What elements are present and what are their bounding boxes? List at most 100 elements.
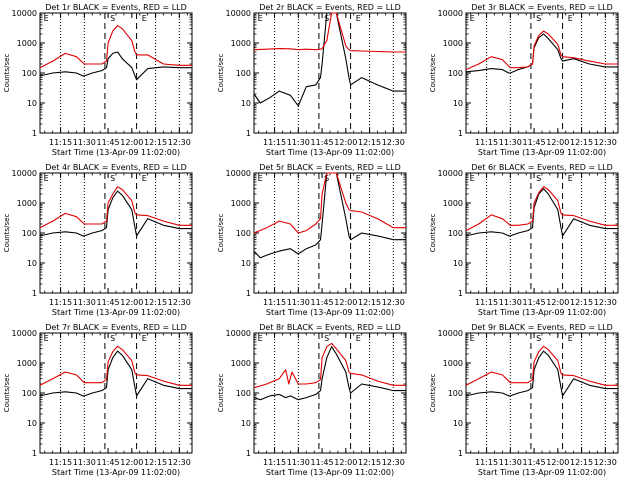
plot-frame xyxy=(39,332,193,454)
series-lld-line xyxy=(39,345,192,386)
x-axis-label: Start Time (13-Apr-09 11:02:00) xyxy=(266,148,394,157)
plot-frame xyxy=(253,172,407,294)
saa-marker-label: E xyxy=(356,14,361,23)
y-tick-label: 1 xyxy=(32,129,37,138)
x-tick-label: 11:45 xyxy=(523,138,546,147)
y-tick-label: 10 xyxy=(241,99,251,108)
y-axis-label: Counts/sec xyxy=(429,54,437,93)
x-tick-label: 11:15 xyxy=(475,458,498,467)
x-tick-label: 11:30 xyxy=(73,138,96,147)
saa-marker-label: E xyxy=(44,174,49,183)
panel-det-6: Det 6r BLACK = Events, RED = LLD 1 10 100 10… xyxy=(429,163,619,317)
saa-marker-label: E xyxy=(356,174,361,183)
panel-det-5: Det 5r BLACK = Events, RED = LLD 1 10 100 10… xyxy=(217,163,407,317)
series-events-line xyxy=(253,12,406,107)
y-tick-label: 10000 xyxy=(226,9,251,18)
series-lld-line xyxy=(39,25,192,69)
y-tick-label: 10000 xyxy=(226,169,251,178)
y-axis-label: Counts/sec xyxy=(3,214,11,253)
panel-det-2: Det 2r BLACK = Events, RED = LLD 1 10 100 10… xyxy=(217,3,407,157)
x-tick-label: 11:45 xyxy=(311,298,334,307)
saa-marker-label: S xyxy=(536,334,541,343)
x-tick-label: 12:15 xyxy=(570,298,593,307)
x-axis-label: Start Time (13-Apr-09 11:02:00) xyxy=(478,308,606,317)
y-tick-label: 1 xyxy=(246,449,251,458)
panel-det-4: Det 4r BLACK = Events, RED = LLD 1 10 100 10… xyxy=(3,163,193,317)
x-tick-label: 12:00 xyxy=(334,298,357,307)
x-tick-label: 12:15 xyxy=(358,138,381,147)
y-tick-label: 1000 xyxy=(17,199,37,208)
plot-frame xyxy=(465,332,619,454)
x-tick-label: 11:45 xyxy=(311,458,334,467)
plot-frame xyxy=(465,12,619,134)
series-events-line xyxy=(253,172,406,259)
y-axis-label: Counts/sec xyxy=(3,374,11,413)
x-tick-label: 12:30 xyxy=(382,458,405,467)
x-tick-label: 12:15 xyxy=(570,138,593,147)
y-tick-label: 100 xyxy=(236,389,251,398)
y-tick-label: 10000 xyxy=(226,329,251,338)
x-tick-label: 11:30 xyxy=(73,298,96,307)
x-tick-label: 12:00 xyxy=(120,138,143,147)
x-tick-label: 12:15 xyxy=(570,458,593,467)
saa-marker-label: S xyxy=(110,14,115,23)
x-tick-label: 12:30 xyxy=(594,298,617,307)
saa-marker-label: S xyxy=(536,174,541,183)
y-tick-label: 10 xyxy=(27,259,37,268)
y-tick-label: 10 xyxy=(27,419,37,428)
x-tick-label: 12:00 xyxy=(334,458,357,467)
x-tick-label: 12:30 xyxy=(594,458,617,467)
y-tick-label: 100 xyxy=(448,389,463,398)
y-axis-label: Counts/sec xyxy=(217,214,225,253)
panel-title: Det 3r BLACK = Events, RED = LLD xyxy=(471,3,613,12)
y-tick-label: 1 xyxy=(246,289,251,298)
x-axis-label: Start Time (13-Apr-09 11:02:00) xyxy=(52,148,180,157)
saa-marker-label: E xyxy=(44,14,49,23)
x-tick-label: 11:30 xyxy=(73,458,96,467)
y-tick-label: 100 xyxy=(448,229,463,238)
x-tick-label: 11:30 xyxy=(287,298,310,307)
y-tick-label: 1000 xyxy=(443,39,463,48)
saa-marker-label: E xyxy=(356,334,361,343)
saa-marker-label: S xyxy=(110,334,115,343)
saa-marker-label: E xyxy=(470,174,475,183)
x-tick-label: 11:15 xyxy=(475,138,498,147)
series-events-line xyxy=(39,190,192,237)
x-tick-label: 11:45 xyxy=(97,298,120,307)
x-axis-label: Start Time (13-Apr-09 11:02:00) xyxy=(52,308,180,317)
y-tick-label: 1000 xyxy=(443,199,463,208)
y-tick-label: 1000 xyxy=(231,359,251,368)
x-tick-label: 11:30 xyxy=(499,298,522,307)
plot-frame xyxy=(39,172,193,294)
series-events-line xyxy=(465,188,618,237)
y-tick-label: 100 xyxy=(236,69,251,78)
x-axis-label: Start Time (13-Apr-09 11:02:00) xyxy=(266,468,394,477)
x-tick-label: 12:30 xyxy=(382,298,405,307)
series-lld-line xyxy=(253,342,406,389)
saa-marker-label: S xyxy=(324,334,329,343)
panel-title: Det 9r BLACK = Events, RED = LLD xyxy=(471,323,613,332)
panel-title: Det 2r BLACK = Events, RED = LLD xyxy=(259,3,401,12)
x-tick-label: 12:15 xyxy=(144,298,167,307)
y-tick-label: 1 xyxy=(32,289,37,298)
panel-det-9: Det 9r BLACK = Events, RED = LLD 1 10 100 10… xyxy=(429,323,619,477)
saa-marker-label: E xyxy=(44,334,49,343)
series-events-line xyxy=(39,51,192,81)
series-events-line xyxy=(465,33,618,74)
x-tick-label: 12:15 xyxy=(358,298,381,307)
x-tick-label: 12:00 xyxy=(546,458,569,467)
series-lld-line xyxy=(253,12,406,53)
panel-det-8: Det 8r BLACK = Events, RED = LLD 1 10 100 10… xyxy=(217,323,407,477)
x-tick-label: 12:30 xyxy=(168,298,191,307)
x-tick-label: 12:15 xyxy=(144,138,167,147)
x-tick-label: 11:45 xyxy=(523,458,546,467)
x-tick-label: 12:30 xyxy=(168,458,191,467)
y-tick-label: 100 xyxy=(22,389,37,398)
series-lld-line xyxy=(465,345,618,386)
x-tick-label: 11:15 xyxy=(263,298,286,307)
y-tick-label: 10 xyxy=(453,259,463,268)
series-lld-line xyxy=(253,172,406,234)
x-tick-label: 11:15 xyxy=(49,298,72,307)
x-tick-label: 12:15 xyxy=(358,458,381,467)
saa-marker-label: E xyxy=(258,14,263,23)
